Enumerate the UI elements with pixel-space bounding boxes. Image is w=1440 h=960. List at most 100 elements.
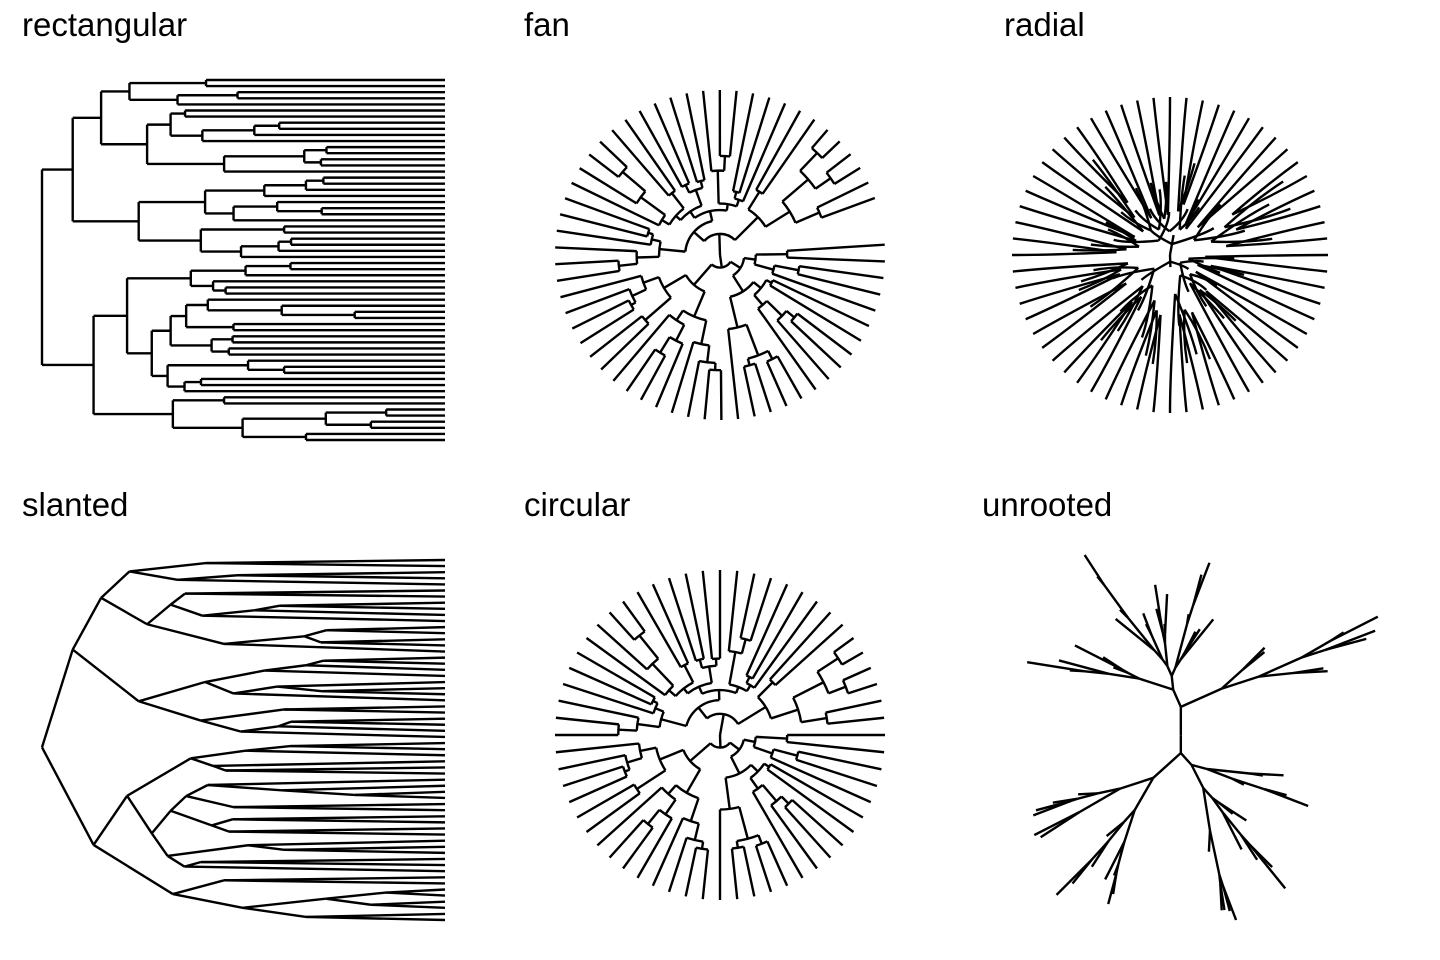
tree-edge xyxy=(1105,821,1125,837)
tree-edge xyxy=(568,666,652,706)
tree-edge xyxy=(560,274,642,299)
tree-edge xyxy=(670,341,695,414)
tree-edge xyxy=(740,638,747,654)
tree-edge xyxy=(1104,299,1156,400)
tree-arc xyxy=(770,795,783,807)
tree-edge xyxy=(669,97,699,183)
tree-arc xyxy=(645,228,651,237)
tree-edge xyxy=(576,783,635,819)
tree-arc xyxy=(757,696,773,719)
tree-edge xyxy=(693,823,700,841)
tree-arc xyxy=(698,359,716,365)
tree-edge xyxy=(281,789,355,797)
tree-edge xyxy=(290,744,446,751)
tree-edge xyxy=(749,577,773,642)
tree-edge xyxy=(1231,161,1299,216)
tree-edge xyxy=(571,299,630,330)
tree-edge xyxy=(1192,562,1211,606)
tree-edge xyxy=(564,197,650,231)
tree-edge xyxy=(190,749,246,760)
tree-edge xyxy=(1195,270,1299,349)
tree-edge xyxy=(1166,96,1172,215)
tree-edge xyxy=(1079,787,1121,814)
tree-edge xyxy=(284,708,446,714)
tree-edge xyxy=(1089,117,1153,219)
tree-edge xyxy=(211,824,230,833)
tree-edge xyxy=(729,260,742,270)
tree-edge xyxy=(1090,840,1110,861)
tree-arc xyxy=(745,674,754,680)
tree-arc xyxy=(655,747,667,772)
tree-edge xyxy=(1011,251,1117,257)
tree-edge xyxy=(653,103,691,184)
tree-edge xyxy=(1225,220,1325,248)
tree-edge xyxy=(325,897,372,906)
tree-edge xyxy=(1210,264,1321,305)
tree-edge xyxy=(742,846,756,897)
panel-title-radial: radial xyxy=(1004,6,1085,43)
tree-edge xyxy=(277,685,322,693)
tree-edge xyxy=(1076,301,1134,384)
tree-edge xyxy=(611,129,670,197)
tree-edge xyxy=(745,324,760,356)
tree-edge xyxy=(146,623,225,646)
tree-edge xyxy=(1097,787,1121,795)
tree-edge xyxy=(1166,665,1173,677)
tree-edge xyxy=(1114,618,1155,652)
tree-edge xyxy=(784,806,832,859)
tree-arc xyxy=(745,681,756,689)
tree-arc xyxy=(701,664,717,670)
tree-edge xyxy=(1089,296,1143,393)
tree-edge xyxy=(599,140,628,168)
tree-edge xyxy=(770,708,799,720)
tree-edge xyxy=(646,809,661,825)
tree-edge xyxy=(1127,617,1156,651)
tree-edge xyxy=(1172,689,1182,708)
tree-edge xyxy=(754,363,772,413)
tree-edge xyxy=(768,611,832,681)
tree-arc xyxy=(753,254,758,265)
tree-edge xyxy=(1157,189,1162,230)
tree-edge xyxy=(211,818,233,827)
tree-edge xyxy=(761,784,778,802)
tree-edge xyxy=(169,795,187,812)
tree-edge xyxy=(685,93,706,181)
tree-edge xyxy=(1142,612,1153,636)
tree-edge xyxy=(1123,809,1136,843)
tree-edge xyxy=(1168,234,1175,256)
tree-edge xyxy=(1210,203,1270,243)
tree-edge xyxy=(1211,796,1224,813)
tree-edge xyxy=(1151,310,1158,365)
tree-arc xyxy=(617,724,621,736)
tree-edge xyxy=(608,611,636,641)
tree-edge xyxy=(766,768,855,833)
tree-arc xyxy=(710,261,732,269)
tree-edge xyxy=(1119,284,1154,313)
tree-edge xyxy=(305,915,446,922)
tree-arc xyxy=(701,688,737,695)
tree-edge xyxy=(1134,209,1160,231)
tree-edge xyxy=(722,155,727,171)
tree-edge xyxy=(754,845,773,893)
tree-edge xyxy=(659,748,684,761)
tree-edge xyxy=(1226,237,1328,248)
tree-arc xyxy=(757,300,768,310)
tree-arc xyxy=(635,190,647,205)
tree-arc xyxy=(706,712,740,725)
tree-edge xyxy=(1221,811,1243,851)
tree-edge xyxy=(303,629,327,638)
tree-edge xyxy=(1127,671,1140,680)
tree-edge xyxy=(233,692,446,702)
tree-edge xyxy=(745,583,789,677)
tree-edge xyxy=(638,110,684,188)
tree-edge xyxy=(172,879,225,896)
tree-edge xyxy=(576,651,656,699)
tree-arc xyxy=(799,169,817,190)
tree-edge xyxy=(701,849,710,900)
tree-edge xyxy=(1196,148,1289,229)
tree-edge xyxy=(1076,126,1129,204)
tree-edge xyxy=(1222,886,1231,912)
panel-title-unrooted: unrooted xyxy=(982,486,1113,523)
tree-arc xyxy=(740,636,752,642)
tree-edge xyxy=(810,129,829,149)
